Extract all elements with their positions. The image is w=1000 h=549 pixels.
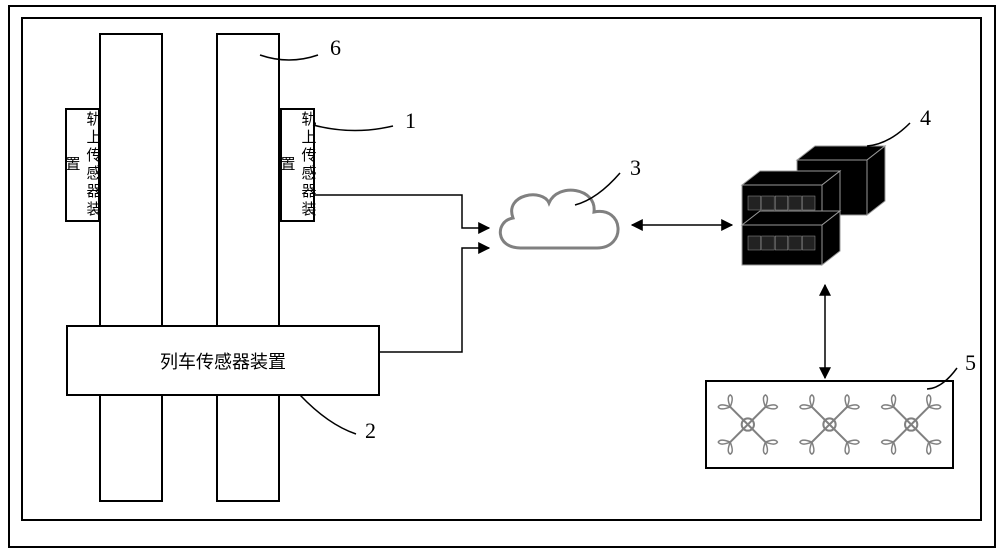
- drone-icon: [707, 382, 952, 467]
- callout-number: 4: [920, 105, 931, 131]
- callout-number: 2: [365, 418, 376, 444]
- train-sensor: 列车传感器装置: [66, 325, 380, 396]
- server-icon: [737, 130, 902, 280]
- callout-number: 5: [965, 350, 976, 376]
- callout-number: 6: [330, 35, 341, 61]
- drone-box: [705, 380, 954, 469]
- rail-left: [99, 33, 163, 502]
- cloud-icon: [483, 173, 633, 263]
- rail-right: [216, 33, 280, 502]
- track-sensor-right: 轨上传感器装置: [280, 108, 315, 222]
- track-sensor-left: 轨上传感器装置: [65, 108, 100, 222]
- sensor-label: 轨上传感器装置: [62, 110, 104, 220]
- sensor-label: 轨上传感器装置: [277, 110, 319, 220]
- callout-number: 1: [405, 108, 416, 134]
- train-label: 列车传感器装置: [160, 348, 286, 374]
